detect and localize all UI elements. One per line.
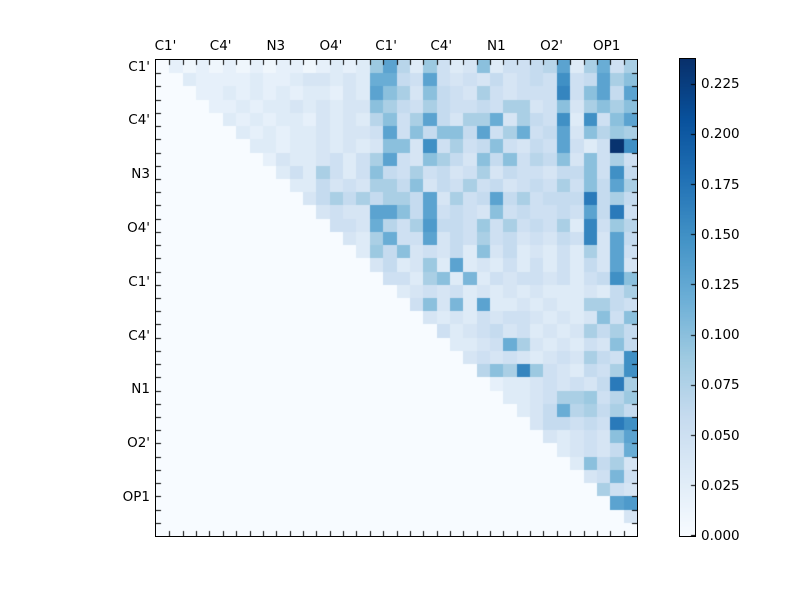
colorbar-tick-label: 0.050 <box>701 427 740 444</box>
x-axis-label: OP1 <box>593 38 621 54</box>
colorbar-canvas <box>680 59 695 536</box>
y-axis-label: C4' <box>128 112 150 129</box>
x-axis-label: C1' <box>154 38 177 54</box>
colorbar-tick-label: 0.175 <box>701 176 740 193</box>
y-axis-label: N3 <box>131 166 150 183</box>
x-axis-label: C1' <box>375 38 397 54</box>
colorbar-tick-label: 0.150 <box>701 226 740 243</box>
x-axis-label: O4' <box>319 38 343 54</box>
y-axis-label: N1 <box>131 381 150 398</box>
y-axis-label: C1' <box>128 273 150 290</box>
x-axis-label: C4' <box>209 38 232 54</box>
y-axis-label: C4' <box>128 327 150 344</box>
heatmap-plot <box>155 59 638 537</box>
colorbar-tick-label: 0.225 <box>701 76 740 93</box>
colorbar <box>679 58 696 537</box>
colorbar-tick-label: 0.000 <box>701 528 740 544</box>
y-axis-label: O4' <box>127 219 150 236</box>
colorbar-tick-label: 0.125 <box>701 276 740 293</box>
x-axis-label: N3 <box>266 38 286 54</box>
y-axis-label: O2' <box>127 435 150 452</box>
x-axis-label: O2' <box>540 38 564 54</box>
colorbar-tick-label: 0.025 <box>701 477 740 494</box>
x-axis-label: N1 <box>487 38 506 54</box>
y-axis-label: OP1 <box>122 488 150 505</box>
x-axis-label: C4' <box>430 38 453 54</box>
colorbar-tick-label: 0.075 <box>701 377 740 394</box>
heatmap-canvas <box>156 60 637 536</box>
colorbar-tick-label: 0.200 <box>701 126 740 143</box>
colorbar-tick-label: 0.100 <box>701 327 740 344</box>
y-axis-label: C1' <box>128 58 150 75</box>
